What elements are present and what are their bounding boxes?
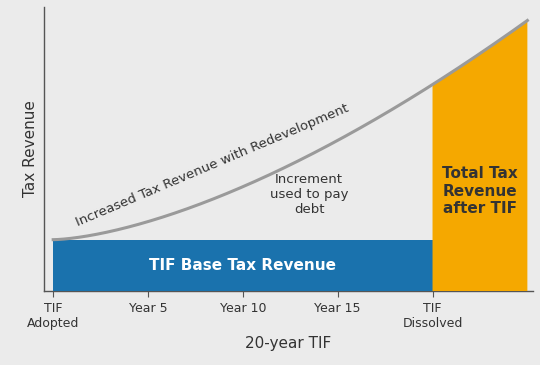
Text: Increased Tax Revenue with Redevelopment: Increased Tax Revenue with Redevelopment — [73, 102, 350, 229]
Text: TIF Base Tax Revenue: TIF Base Tax Revenue — [150, 258, 336, 273]
Polygon shape — [433, 20, 528, 291]
Y-axis label: Tax Revenue: Tax Revenue — [23, 101, 38, 197]
X-axis label: 20-year TIF: 20-year TIF — [245, 336, 332, 351]
Text: Total Tax
Revenue
after TIF: Total Tax Revenue after TIF — [442, 166, 518, 216]
Polygon shape — [53, 85, 433, 240]
Text: Increment
used to pay
debt: Increment used to pay debt — [270, 173, 348, 216]
Polygon shape — [53, 240, 433, 291]
